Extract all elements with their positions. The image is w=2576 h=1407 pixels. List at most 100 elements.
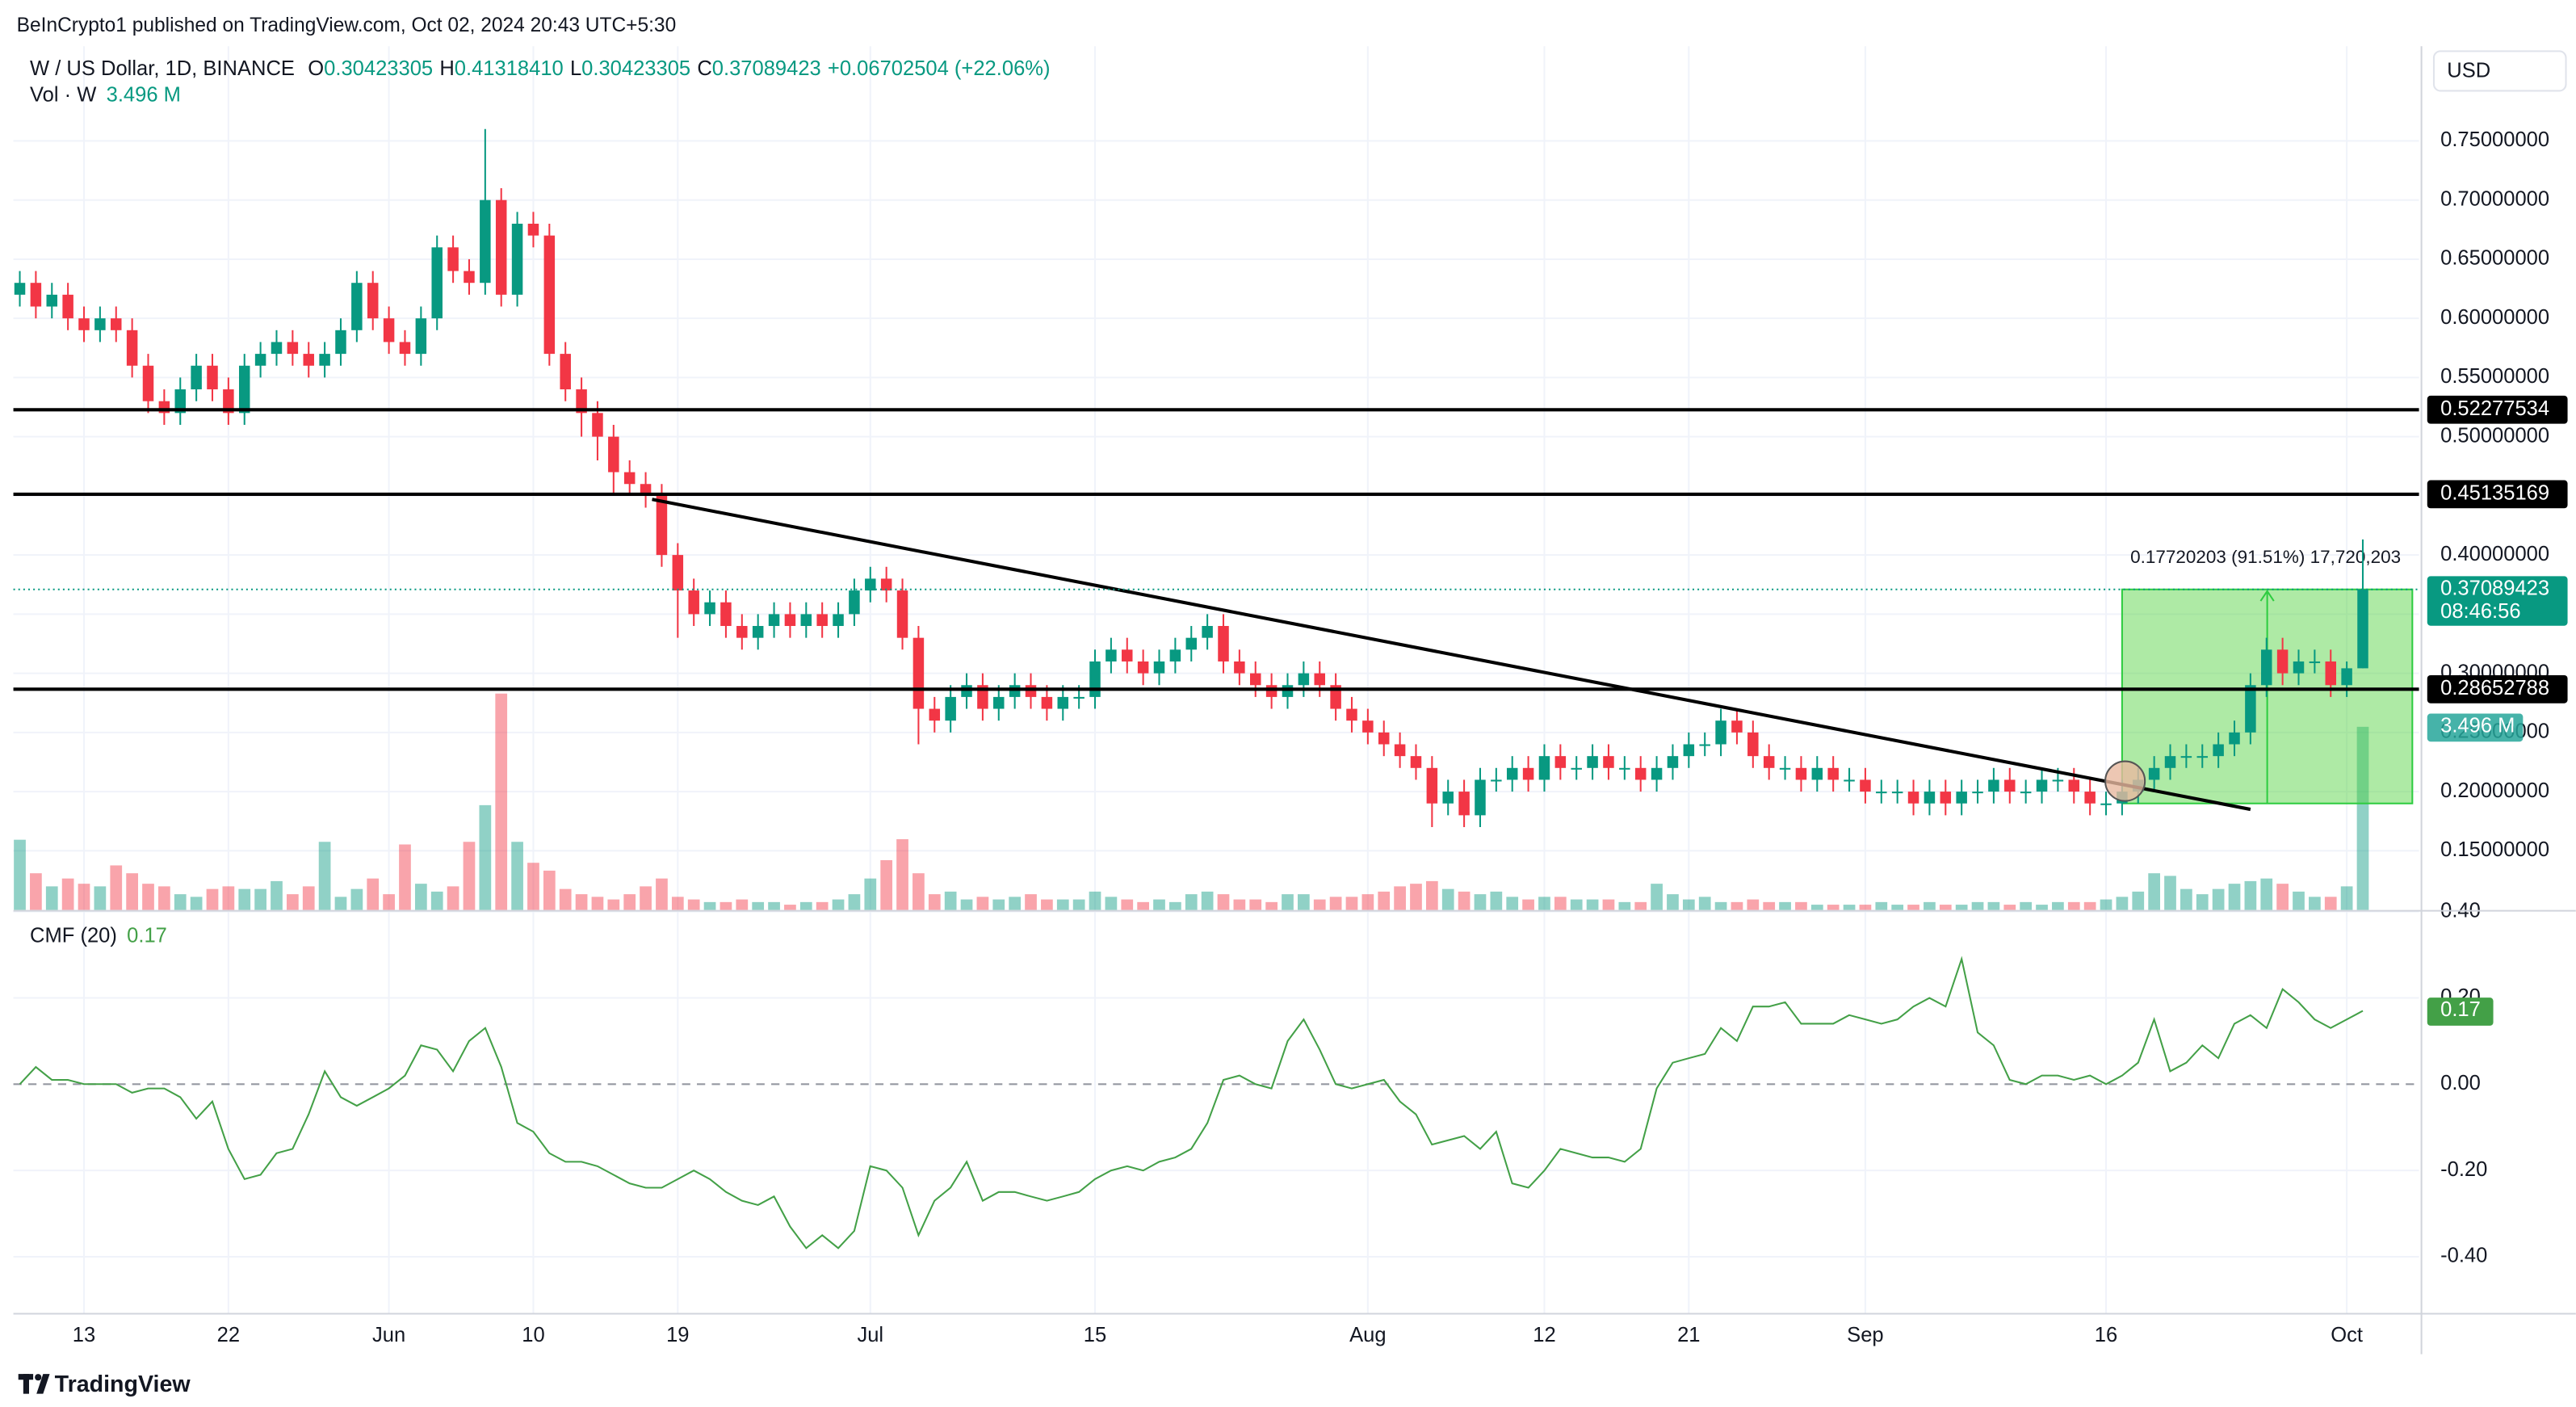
volume-bar bbox=[2003, 905, 2016, 910]
candle-body bbox=[1795, 767, 1807, 780]
candle-body bbox=[1410, 756, 1422, 768]
volume-bar bbox=[1105, 897, 1118, 910]
y-tick-label: 0.60000000 bbox=[2440, 306, 2549, 329]
volume-bar bbox=[1731, 901, 1743, 910]
volume-bar bbox=[1329, 897, 1342, 910]
volume-bar bbox=[430, 891, 443, 910]
candle-body bbox=[2180, 756, 2192, 758]
range-arrow-head bbox=[2259, 589, 2275, 602]
cmf-name: CMF (20) bbox=[30, 924, 117, 947]
candle-body bbox=[623, 472, 636, 485]
x-tick-label: 13 bbox=[73, 1324, 95, 1346]
volume-bar bbox=[1714, 901, 1727, 910]
candle-body bbox=[1105, 649, 1117, 662]
candle-body bbox=[993, 696, 1005, 709]
candle-body bbox=[2261, 649, 2272, 686]
cmf-tag bbox=[2427, 998, 2494, 1026]
candle-body bbox=[2357, 589, 2368, 669]
volume-bar bbox=[2340, 886, 2353, 910]
candle-body bbox=[2020, 792, 2032, 794]
candle-body bbox=[945, 696, 956, 721]
volume-bar bbox=[671, 897, 684, 910]
volume-bar bbox=[238, 888, 251, 910]
x-tick-label: 19 bbox=[666, 1324, 689, 1346]
volume-bar bbox=[511, 842, 523, 910]
volume-bar bbox=[495, 693, 508, 910]
candle-body bbox=[2213, 744, 2224, 757]
volume-bar bbox=[2067, 901, 2080, 910]
volume-bar bbox=[527, 863, 539, 910]
legend-key: L bbox=[570, 57, 581, 80]
candle-body bbox=[1715, 720, 1726, 745]
volume-bar bbox=[1056, 899, 1069, 910]
volume-bar bbox=[1554, 897, 1567, 910]
candle-body bbox=[2004, 779, 2016, 792]
volume-bar bbox=[2100, 899, 2112, 910]
x-tick-label: 21 bbox=[1677, 1324, 1700, 1346]
volume-bar bbox=[1410, 884, 1422, 910]
candle-body bbox=[1538, 756, 1550, 780]
currency[interactable]: USD bbox=[2447, 60, 2490, 82]
volume-bar bbox=[2276, 884, 2289, 910]
volume-bar bbox=[703, 901, 716, 910]
volume-bar bbox=[126, 873, 138, 910]
volume-bar bbox=[479, 804, 492, 910]
volume-bar bbox=[575, 894, 588, 910]
highlight-circle bbox=[2104, 760, 2146, 802]
y-tick-label: 0.15000000 bbox=[2440, 838, 2549, 861]
volume-bar bbox=[1121, 899, 1134, 910]
volume-value: 3.496 M bbox=[107, 83, 181, 106]
volume-bar bbox=[799, 901, 812, 910]
candle-body bbox=[2276, 649, 2289, 674]
level-tag bbox=[2427, 674, 2568, 704]
volume-bar bbox=[944, 891, 957, 910]
volume-bar bbox=[1971, 901, 1984, 910]
volume-bar bbox=[1025, 894, 1037, 910]
candle-body bbox=[1057, 696, 1069, 709]
volume-bar bbox=[318, 842, 331, 910]
candle-body bbox=[576, 389, 587, 414]
candle-body bbox=[527, 223, 539, 236]
candle-body bbox=[1265, 685, 1278, 697]
currency-button[interactable] bbox=[2432, 50, 2567, 92]
volume-bar bbox=[1153, 899, 1165, 910]
candle-body bbox=[1185, 637, 1198, 650]
volume-bar bbox=[1891, 905, 1904, 910]
candle-body bbox=[1940, 792, 1952, 804]
volume-bar bbox=[1009, 897, 1022, 910]
level-tag-label: 0.52277534 bbox=[2440, 397, 2549, 420]
candle-body bbox=[704, 602, 715, 615]
candle-body bbox=[1619, 767, 1630, 770]
volume-bar bbox=[1924, 901, 1936, 910]
volume-bar bbox=[1474, 894, 1487, 910]
volume-tag-label: 3.496 M bbox=[2440, 715, 2515, 737]
candle-body bbox=[1634, 767, 1647, 780]
volume-bar bbox=[976, 897, 989, 910]
candle-body bbox=[1282, 685, 1294, 697]
volume-bar bbox=[1298, 894, 1310, 910]
candle-body bbox=[2196, 756, 2209, 758]
volume-bar bbox=[463, 842, 476, 910]
volume-bar bbox=[559, 888, 572, 910]
legend-value: 0.30423305 bbox=[581, 57, 690, 80]
volume-bar bbox=[768, 901, 780, 910]
logo: TradingView bbox=[18, 1371, 191, 1397]
candle-body bbox=[2309, 661, 2321, 664]
candle-body bbox=[1683, 744, 1695, 757]
candle-body bbox=[1956, 792, 1967, 804]
attribution: BeInCrypto1 published on TradingView.com… bbox=[17, 15, 677, 36]
volume-bar bbox=[1425, 880, 1438, 910]
candle-body bbox=[287, 342, 299, 355]
candle-body bbox=[415, 318, 427, 355]
candle-body bbox=[1522, 767, 1534, 780]
volume-bar bbox=[2083, 901, 2096, 910]
candle-body bbox=[142, 365, 154, 401]
volume-bar bbox=[736, 899, 749, 910]
volume-bar bbox=[832, 899, 845, 910]
candle-body bbox=[1025, 685, 1037, 697]
volume-bar bbox=[61, 878, 74, 910]
candle-body bbox=[191, 365, 202, 390]
candle-body bbox=[1041, 696, 1053, 709]
level-tag-label: 0.28652788 bbox=[2440, 677, 2549, 699]
volume-bar bbox=[1089, 891, 1101, 910]
